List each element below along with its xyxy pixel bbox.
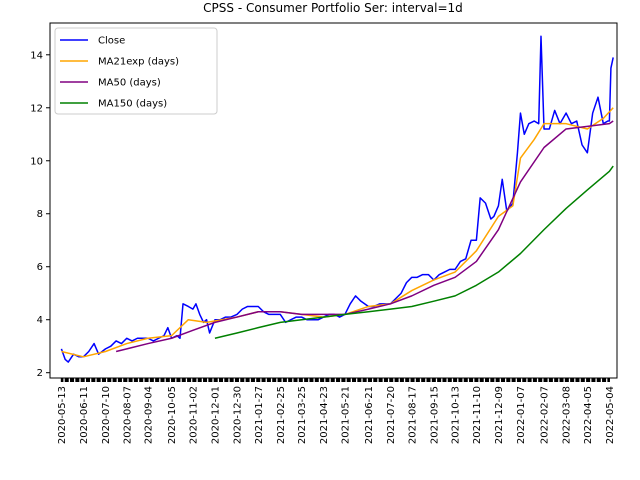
x-tick-label: 2020-11-02 bbox=[188, 386, 199, 444]
x-axis: 2020-05-13 2020-06-11 2020-07-10 2020-08-07… bbox=[57, 378, 616, 444]
legend: Close MA21exp (days) MA50 (days) MA150 (day… bbox=[54, 27, 218, 115]
x-tick-label: 2020-08-07 bbox=[122, 386, 133, 444]
plot-frame bbox=[49, 22, 618, 379]
legend-box bbox=[54, 27, 218, 115]
legend-label: Close bbox=[98, 36, 125, 47]
x-minor-ticks bbox=[60, 378, 610, 382]
y-axis: 2 4 6 8 10 12 14 bbox=[30, 50, 50, 379]
y-tick-label: 2 bbox=[37, 368, 43, 379]
x-tick-label: 2022-05-04 bbox=[605, 386, 616, 444]
x-tick-label: 2020-07-10 bbox=[101, 386, 112, 444]
series-line-2 bbox=[115, 120, 614, 353]
x-tick-label: 2020-12-01 bbox=[210, 386, 221, 444]
y-tick-label: 8 bbox=[37, 209, 43, 220]
x-tick-label: 2021-10-13 bbox=[451, 386, 462, 444]
y-tick-label: 4 bbox=[37, 315, 43, 326]
x-tick-label: 2022-02-07 bbox=[540, 386, 551, 444]
x-tick-label: 2021-07-20 bbox=[386, 386, 397, 444]
y-tick-label: 12 bbox=[30, 103, 43, 114]
legend-label: MA150 (days) bbox=[98, 99, 167, 110]
x-tick-label: 2022-03-08 bbox=[562, 386, 573, 444]
y-tick-label: 10 bbox=[30, 156, 43, 167]
x-tick-label: 2021-02-25 bbox=[276, 386, 287, 444]
x-tick-label: 2020-10-05 bbox=[167, 386, 178, 444]
x-tick-label: 2022-04-05 bbox=[583, 386, 594, 444]
series-lines bbox=[60, 35, 614, 363]
x-tick-label: 2020-06-11 bbox=[79, 386, 90, 444]
legend-label: MA50 (days) bbox=[98, 78, 161, 89]
x-tick-label: 2021-06-21 bbox=[364, 386, 375, 444]
x-tick-label: 2020-09-04 bbox=[144, 386, 155, 444]
y-tick-label: 6 bbox=[37, 262, 43, 273]
x-tick-label: 2021-12-09 bbox=[494, 386, 505, 444]
x-tick-label: 2021-08-17 bbox=[407, 386, 418, 444]
x-tick-label: 2021-09-15 bbox=[429, 386, 440, 444]
series-line-3 bbox=[214, 165, 614, 339]
series-line-1 bbox=[61, 107, 614, 358]
x-tick-label: 2021-11-10 bbox=[472, 386, 483, 444]
y-tick-label: 14 bbox=[30, 50, 43, 61]
chart-title: CPSS - Consumer Portfolio Ser: interval=… bbox=[203, 1, 463, 15]
legend-label: MA21exp (days) bbox=[98, 57, 179, 68]
x-tick-label: 2021-01-27 bbox=[254, 386, 265, 444]
x-tick-label: 2021-03-25 bbox=[297, 386, 308, 444]
x-tick-label: 2020-12-30 bbox=[232, 386, 243, 444]
x-tick-label: 2021-05-21 bbox=[340, 386, 351, 444]
x-tick-label: 2021-04-23 bbox=[319, 386, 330, 444]
x-tick-label: 2022-01-07 bbox=[516, 386, 527, 444]
series-line-0 bbox=[60, 35, 614, 363]
x-tick-label: 2020-05-13 bbox=[57, 386, 68, 444]
